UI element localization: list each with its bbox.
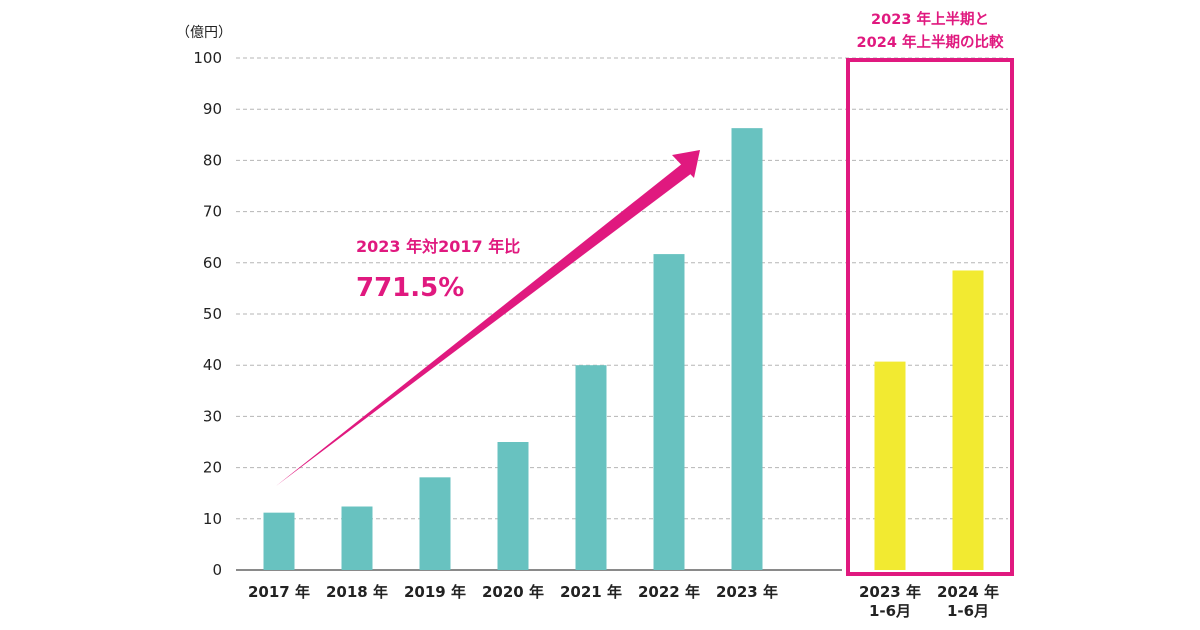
comparison-tick-label-period: 1-6月: [947, 602, 989, 620]
comparison-title-line1: 2023 年上半期と: [871, 10, 989, 28]
bar: [575, 365, 607, 570]
bar: [653, 254, 685, 570]
y-tick-label: 50: [203, 305, 222, 323]
growth-arrow-head: [672, 150, 700, 178]
x-tick-label: 2022 年: [638, 583, 700, 601]
y-tick-label: 0: [212, 561, 222, 579]
comparison-bar: [952, 270, 984, 570]
x-tick-label: 2023 年: [716, 583, 778, 601]
y-tick-label: 70: [203, 203, 222, 221]
y-tick-label: 80: [203, 151, 222, 169]
y-tick-label: 60: [203, 254, 222, 272]
y-tick-label: 100: [193, 49, 222, 67]
comparison-bar: [874, 361, 906, 570]
comparison-title-line2: 2024 年上半期の比較: [857, 33, 1004, 51]
unit-label: （億円）: [176, 25, 232, 41]
growth-arrow: [276, 150, 700, 486]
y-tick-label: 20: [203, 459, 222, 477]
x-tick-label: 2021 年: [560, 583, 622, 601]
comparison-frame: [846, 58, 1014, 576]
x-axis: 2017 年 2018 年 2019 年 2020 年 2021 年 2022 年 2023…: [248, 583, 999, 620]
bar: [731, 128, 763, 571]
y-tick-label: 90: [203, 100, 222, 118]
x-tick-label: 2018 年: [326, 583, 388, 601]
bars: [263, 128, 984, 571]
y-tick-label: 10: [203, 510, 222, 528]
bar: [341, 506, 373, 570]
x-tick-label: 2019 年: [404, 583, 466, 601]
x-tick-label: 2017 年: [248, 583, 310, 601]
bar: [419, 477, 451, 570]
comparison-tick-label-period: 1-6月: [869, 602, 911, 620]
growth-arrow-shaft: [276, 163, 692, 486]
comparison-tick-label-year: 2024 年: [937, 583, 999, 601]
bar: [497, 442, 529, 570]
bar: [263, 512, 295, 570]
y-tick-label: 30: [203, 407, 222, 425]
y-tick-label: 40: [203, 356, 222, 374]
annotation-value: 771.5%: [356, 273, 464, 303]
annotation-label: 2023 年対2017 年比: [356, 237, 520, 256]
comparison-tick-label-year: 2023 年: [859, 583, 921, 601]
y-axis: 0 10 20 30 40 50 60 70 80 90 100: [193, 49, 222, 579]
x-tick-label: 2020 年: [482, 583, 544, 601]
